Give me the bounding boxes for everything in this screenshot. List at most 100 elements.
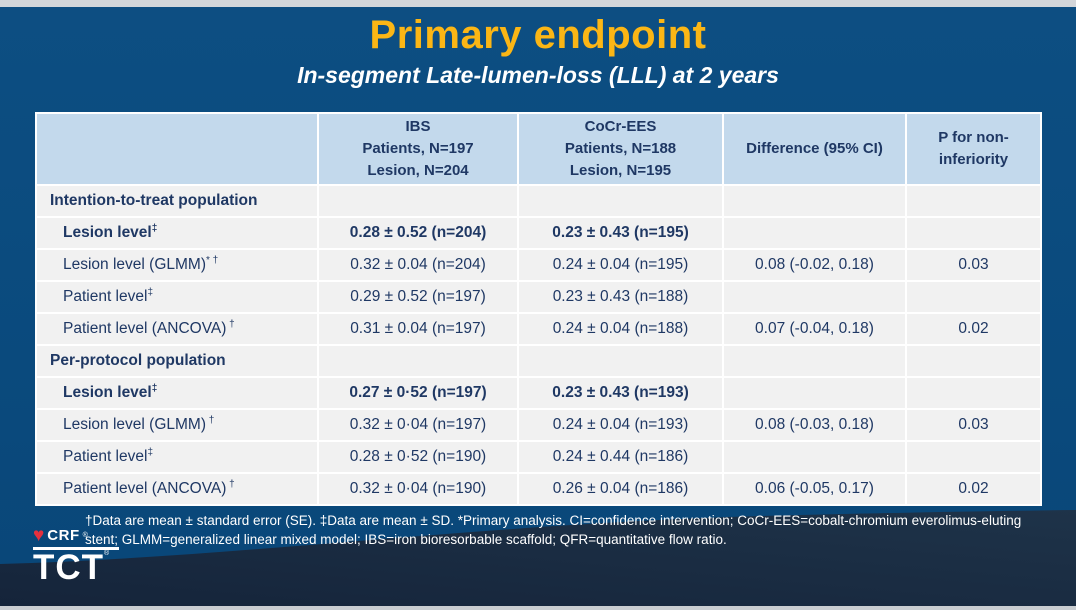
ibs-value-cell: 0.27 ± 0·52 (n=197) xyxy=(319,378,517,408)
crf-logo-row: ♥ CRF ® xyxy=(33,526,119,545)
row-label-cell: Lesion level‡ xyxy=(37,378,317,408)
table-row: Lesion level (GLMM)* † 0.32 ± 0.04 (n=204… xyxy=(37,250,1040,280)
cocr-ees-value-cell: 0.24 ± 0.44 (n=186) xyxy=(519,442,722,472)
cocr-ees-value-cell: 0.24 ± 0.04 (n=193) xyxy=(519,410,722,440)
table-row: Patient level (ANCOVA) † 0.31 ± 0.04 (n=1… xyxy=(37,314,1040,344)
row-label-cell: Lesion level‡ xyxy=(37,218,317,248)
row-label-cell: Lesion level (GLMM)* † xyxy=(37,250,317,280)
ibs-value-cell: 0.28 ± 0·52 (n=190) xyxy=(319,442,517,472)
row-label-superscript: * † xyxy=(206,254,219,266)
cocr-ees-value-cell: 0.24 ± 0.04 (n=188) xyxy=(519,314,722,344)
tct-registered-mark: ® xyxy=(104,550,110,557)
header-p-noninferiority: P for non-inferiority xyxy=(907,114,1040,184)
row-label-cell: Patient level‡ xyxy=(37,282,317,312)
p-value-cell xyxy=(907,186,1040,216)
difference-value-cell xyxy=(724,378,905,408)
cocr-ees-value-cell: 0.24 ± 0.04 (n=195) xyxy=(519,250,722,280)
header-cocr-line1: CoCr-EES xyxy=(584,118,657,136)
table-row: Intention-to-treat population xyxy=(37,186,1040,216)
table-row: Patient level (ANCOVA) † 0.32 ± 0·04 (n=1… xyxy=(37,474,1040,504)
difference-value-cell: 0.07 (-0.04, 0.18) xyxy=(724,314,905,344)
difference-value-cell xyxy=(724,442,905,472)
row-label: Intention-to-treat population xyxy=(50,192,258,209)
table-row: Per-protocol population xyxy=(37,346,1040,376)
p-value-cell xyxy=(907,378,1040,408)
p-value-cell xyxy=(907,346,1040,376)
table-row: Lesion level‡ 0.27 ± 0·52 (n=197) 0.23 ± 0… xyxy=(37,378,1040,408)
row-label-cell: Patient level (ANCOVA) † xyxy=(37,474,317,504)
row-label-superscript: ‡ xyxy=(151,382,158,394)
row-label: Patient level (ANCOVA) xyxy=(63,480,227,497)
footnote-text: †Data are mean ± standard error (SE). ‡D… xyxy=(85,513,1022,547)
cocr-ees-value-cell xyxy=(519,186,722,216)
header-ibs-line1: IBS xyxy=(405,118,431,136)
p-value-cell: 0.02 xyxy=(907,314,1040,344)
ibs-value-cell: 0.29 ± 0.52 (n=197) xyxy=(319,282,517,312)
p-value-cell: 0.03 xyxy=(907,250,1040,280)
cocr-ees-value-cell: 0.26 ± 0.04 (n=186) xyxy=(519,474,722,504)
row-label: Lesion level (GLMM) xyxy=(63,416,206,433)
row-label-cell: Lesion level (GLMM) † xyxy=(37,410,317,440)
difference-value-cell xyxy=(724,186,905,216)
header-ibs-line2: Patients, N=197 xyxy=(362,140,474,158)
row-label-superscript: ‡ xyxy=(147,446,154,458)
crf-logo-text: CRF xyxy=(47,527,80,544)
ibs-value-cell: 0.32 ± 0.04 (n=204) xyxy=(319,250,517,280)
ibs-value-cell: 0.32 ± 0·04 (n=190) xyxy=(319,474,517,504)
bottom-wave-decoration xyxy=(0,510,1076,606)
heart-icon: ♥ xyxy=(33,525,45,546)
p-value-cell xyxy=(907,442,1040,472)
p-value-cell xyxy=(907,282,1040,312)
bottom-border-strip xyxy=(0,606,1076,610)
difference-value-cell: 0.08 (-0.02, 0.18) xyxy=(724,250,905,280)
ibs-value-cell: 0.28 ± 0.52 (n=204) xyxy=(319,218,517,248)
header-empty xyxy=(37,114,317,184)
header-cocr-line3: Lesion, N=195 xyxy=(569,161,672,179)
cocr-ees-value-cell: 0.23 ± 0.43 (n=193) xyxy=(519,378,722,408)
row-label: Patient level xyxy=(63,448,148,465)
difference-value-cell: 0.08 (-0.03, 0.18) xyxy=(724,410,905,440)
row-label-superscript: † xyxy=(206,414,215,426)
header-cocr-line2: Patients, N=188 xyxy=(564,140,677,158)
row-label-cell: Per-protocol population xyxy=(37,346,317,376)
ibs-value-cell xyxy=(319,346,517,376)
header-cocr-ees: CoCr-EES Patients, N=188 Lesion, N=195 xyxy=(519,114,722,184)
row-label-superscript: ‡ xyxy=(151,222,158,234)
p-value-cell: 0.03 xyxy=(907,410,1040,440)
top-border-strip xyxy=(0,0,1076,7)
row-label: Per-protocol population xyxy=(50,352,226,369)
row-label: Lesion level (GLMM) xyxy=(63,256,206,273)
page-title: Primary endpoint xyxy=(369,13,707,57)
row-label: Patient level (ANCOVA) xyxy=(63,320,227,337)
row-label: Patient level xyxy=(63,288,148,305)
difference-value-cell: 0.06 (-0.05, 0.17) xyxy=(724,474,905,504)
tct-logo-row: TCT ® xyxy=(33,548,119,587)
row-label: Lesion level xyxy=(63,384,152,401)
ibs-value-cell: 0.31 ± 0.04 (n=197) xyxy=(319,314,517,344)
table-header-row: IBS Patients, N=197 Lesion, N=204 CoCr-E… xyxy=(37,114,1040,184)
header-difference: Difference (95% CI) xyxy=(724,114,905,184)
difference-value-cell xyxy=(724,346,905,376)
p-value-cell xyxy=(907,218,1040,248)
row-label: Lesion level xyxy=(63,224,152,241)
difference-value-cell xyxy=(724,218,905,248)
ibs-value-cell: 0.32 ± 0·04 (n=197) xyxy=(319,410,517,440)
cocr-ees-value-cell: 0.23 ± 0.43 (n=188) xyxy=(519,282,722,312)
crf-registered-mark: ® xyxy=(82,532,88,539)
header-ibs-line3: Lesion, N=204 xyxy=(367,161,469,179)
table-row: Lesion level (GLMM) † 0.32 ± 0·04 (n=197)… xyxy=(37,410,1040,440)
row-label-superscript: † xyxy=(226,318,235,330)
logo-divider-line xyxy=(33,547,119,550)
table-row: Patient level‡ 0.29 ± 0.52 (n=197) 0.23 ± … xyxy=(37,282,1040,312)
results-table-container: IBS Patients, N=197 Lesion, N=204 CoCr-E… xyxy=(35,112,1042,506)
cocr-ees-value-cell xyxy=(519,346,722,376)
row-label-cell: Patient level‡ xyxy=(37,442,317,472)
p-value-cell: 0.02 xyxy=(907,474,1040,504)
results-table: IBS Patients, N=197 Lesion, N=204 CoCr-E… xyxy=(35,112,1042,506)
ibs-value-cell xyxy=(319,186,517,216)
table-row: Patient level‡ 0.28 ± 0·52 (n=190) 0.24 ± … xyxy=(37,442,1040,472)
row-label-superscript: ‡ xyxy=(147,286,154,298)
tct-logo-text: TCT xyxy=(33,548,105,587)
row-label-superscript: † xyxy=(226,478,235,490)
